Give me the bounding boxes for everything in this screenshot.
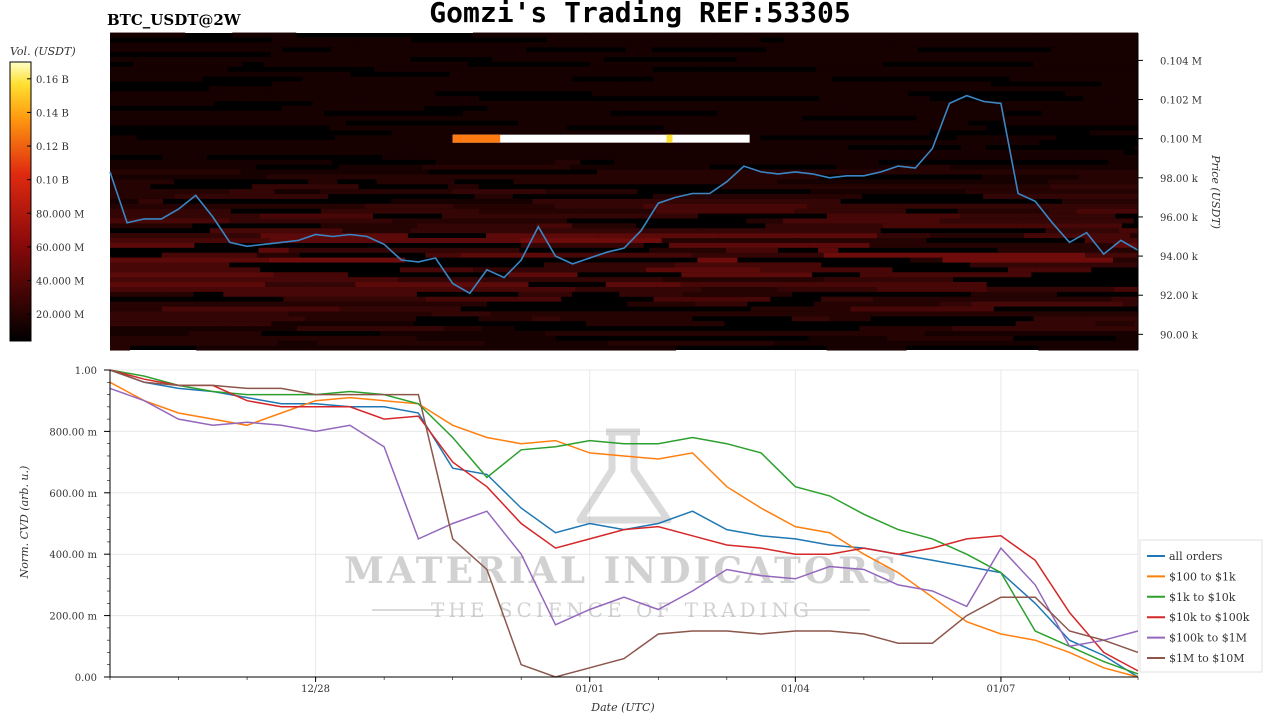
colorbar-tick-label: 80.000 M xyxy=(36,209,84,220)
price-tick-label: 98.00 k xyxy=(1160,174,1199,185)
legend: all orders $100 to $1k $1k to $10k $10k to … xyxy=(1139,539,1263,673)
colorbar-tick-label: 0.10 B xyxy=(36,176,69,187)
cvd-y-axis-label: Norm. CVD (arb. u.) xyxy=(18,466,31,580)
flask-icon xyxy=(576,428,672,524)
price-tick-label: 92.00 k xyxy=(1160,291,1199,302)
heatmap-panel: 90.00 k 92.00 k 94.00 k 96.00 k 98.00 k 0.100… xyxy=(109,32,1222,351)
colorbar-tick-label: 40.000 M xyxy=(36,276,84,287)
price-tick-label: 0.100 M xyxy=(1160,135,1202,146)
cvd-series--100k-to-1m xyxy=(109,387,1139,648)
legend-entry: $100k to $1M xyxy=(1169,632,1247,645)
price-tick-label: 0.104 M xyxy=(1160,56,1202,67)
cvd-panel: MATERIAL INDICATORS THE SCIENCE OF TRADI… xyxy=(18,366,1263,714)
order-wall-warm-segment xyxy=(452,134,501,143)
price-tick-label: 90.00 k xyxy=(1160,330,1199,341)
cvd-x-tick-label: 01/04 xyxy=(781,684,810,695)
cvd-y-tick-label: 200.00 m xyxy=(49,612,97,623)
cvd-y-tick-label: 800.00 m xyxy=(49,427,97,438)
price-tick-label: 0.102 M xyxy=(1160,96,1202,107)
legend-entry: all orders xyxy=(1169,550,1223,563)
watermark-brand: MATERIAL INDICATORS xyxy=(344,550,900,592)
legend-entry: $1M to $10M xyxy=(1169,652,1245,665)
cvd-x-axis-label: Date (UTC) xyxy=(590,701,654,714)
colorbar-label: Vol. (USDT) xyxy=(10,45,76,58)
legend-entry: $1k to $10k xyxy=(1169,591,1236,604)
order-wall-band xyxy=(452,134,750,143)
watermark-tagline: THE SCIENCE OF TRADING xyxy=(431,598,813,622)
price-axis-label: Price (USDT) xyxy=(1209,154,1222,229)
colorbar-tick-label: 0.16 B xyxy=(36,75,69,86)
cvd-x-tick-label: 01/01 xyxy=(575,684,604,695)
colorbar-tick-label: 0.12 B xyxy=(36,142,69,153)
price-line xyxy=(109,94,1139,295)
cvd-series--10k-to-100k xyxy=(109,369,1139,672)
cvd-x-tick-label: 12/28 xyxy=(301,684,330,695)
legend-entry: $10k to $100k xyxy=(1169,611,1250,624)
cvd-series--1k-to-10k xyxy=(109,369,1139,675)
cvd-series--1m-to-10m xyxy=(109,369,1139,678)
cvd-y-tick-label: 600.00 m xyxy=(49,489,97,500)
colorbar: Vol. (USDT) 20.000 M 40.000 M 60.000 M 80.0… xyxy=(9,45,84,342)
price-tick-label: 96.00 k xyxy=(1160,213,1199,224)
pair-label: BTC_USDT@2W xyxy=(107,11,241,29)
colorbar-tick-label: 60.000 M xyxy=(36,243,84,254)
price-tick-label: 94.00 k xyxy=(1160,252,1199,263)
cvd-series--100-to-1k xyxy=(109,381,1139,678)
cvd-y-tick-label: 1.00 xyxy=(75,366,97,377)
chart-title: Gomzi's Trading REF:53305 xyxy=(429,0,851,29)
cvd-y-tick-label: 0.00 xyxy=(75,673,97,684)
order-wall-hot-spot xyxy=(666,134,673,143)
colorbar-tick-label: 20.000 M xyxy=(36,310,84,321)
cvd-x-tick-label: 01/07 xyxy=(987,684,1016,695)
colorbar-tick-label: 0.14 B xyxy=(36,108,69,119)
cvd-y-tick-label: 400.00 m xyxy=(49,550,97,561)
legend-entry: $100 to $1k xyxy=(1169,570,1236,583)
watermark: MATERIAL INDICATORS THE SCIENCE OF TRADI… xyxy=(344,428,900,622)
